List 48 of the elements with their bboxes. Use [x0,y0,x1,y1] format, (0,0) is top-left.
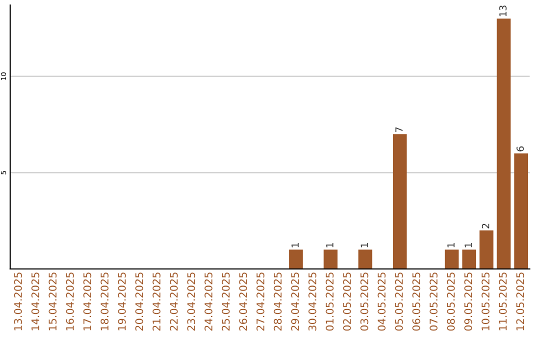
x-tick-label: 22.04.2025 [170,272,178,331]
x-tick-label: 14.04.2025 [31,272,40,330]
x-tick-label: 24.04.2025 [204,272,212,331]
x-tick-label: 20.04.2025 [135,272,144,331]
x-tick-label: 29.04.2025 [291,272,299,331]
x-tick-label: 18.04.2025 [100,272,109,330]
bar [514,153,528,269]
x-tick-label: 07.05.2025 [430,272,438,331]
data-label: 7 [395,127,403,132]
x-tick-label: 27.04.2025 [256,272,264,331]
data-label: 13 [499,6,507,16]
data-label: 1 [447,243,454,248]
x-tick-label: 12.05.2025 [516,272,524,330]
bar [358,250,372,269]
data-label: 1 [360,243,368,248]
x-tick-label: 21.04.2025 [152,272,160,331]
bar [324,250,338,269]
bar [392,134,407,269]
x-tick-label: 16.04.2025 [66,272,74,330]
x-tick-label: 10.05.2025 [482,272,490,330]
x-tick-label: 13.04.2025 [14,272,22,330]
data-label: 1 [464,243,472,248]
bar [496,18,511,269]
x-tick-label: 25.04.2025 [222,272,230,331]
x-tick-label: 17.04.2025 [83,272,92,330]
x-tick-label: 05.05.2025 [395,272,403,331]
x-tick-label: 03.05.2025 [360,272,368,331]
x-tick-label: 23.04.2025 [187,272,196,331]
x-tick-label: 30.04.2025 [308,272,316,331]
bar [462,250,476,269]
x-tick-label: 28.04.2025 [274,272,282,331]
x-tick-label: 08.05.2025 [446,272,455,331]
bar [480,230,494,269]
x-tick-label: 04.05.2025 [378,272,386,331]
x-tick-label: 06.05.2025 [412,272,420,331]
data-label: 6 [516,146,524,152]
bar [289,250,303,269]
x-tick-label: 02.05.2025 [343,272,351,331]
x-tick-label: 19.04.2025 [118,272,126,330]
data-label: 1 [326,243,334,248]
x-tick-label: 15.04.2025 [48,272,57,330]
data-label: 2 [482,224,490,228]
x-tick-label: 26.04.2025 [239,272,248,331]
x-tick-label: 09.05.2025 [464,272,472,331]
x-tick-label: 11.05.2025 [498,272,507,330]
x-tick-label: 01.05.2025 [326,272,334,331]
bar [444,250,459,269]
data-label: 1 [292,243,299,248]
